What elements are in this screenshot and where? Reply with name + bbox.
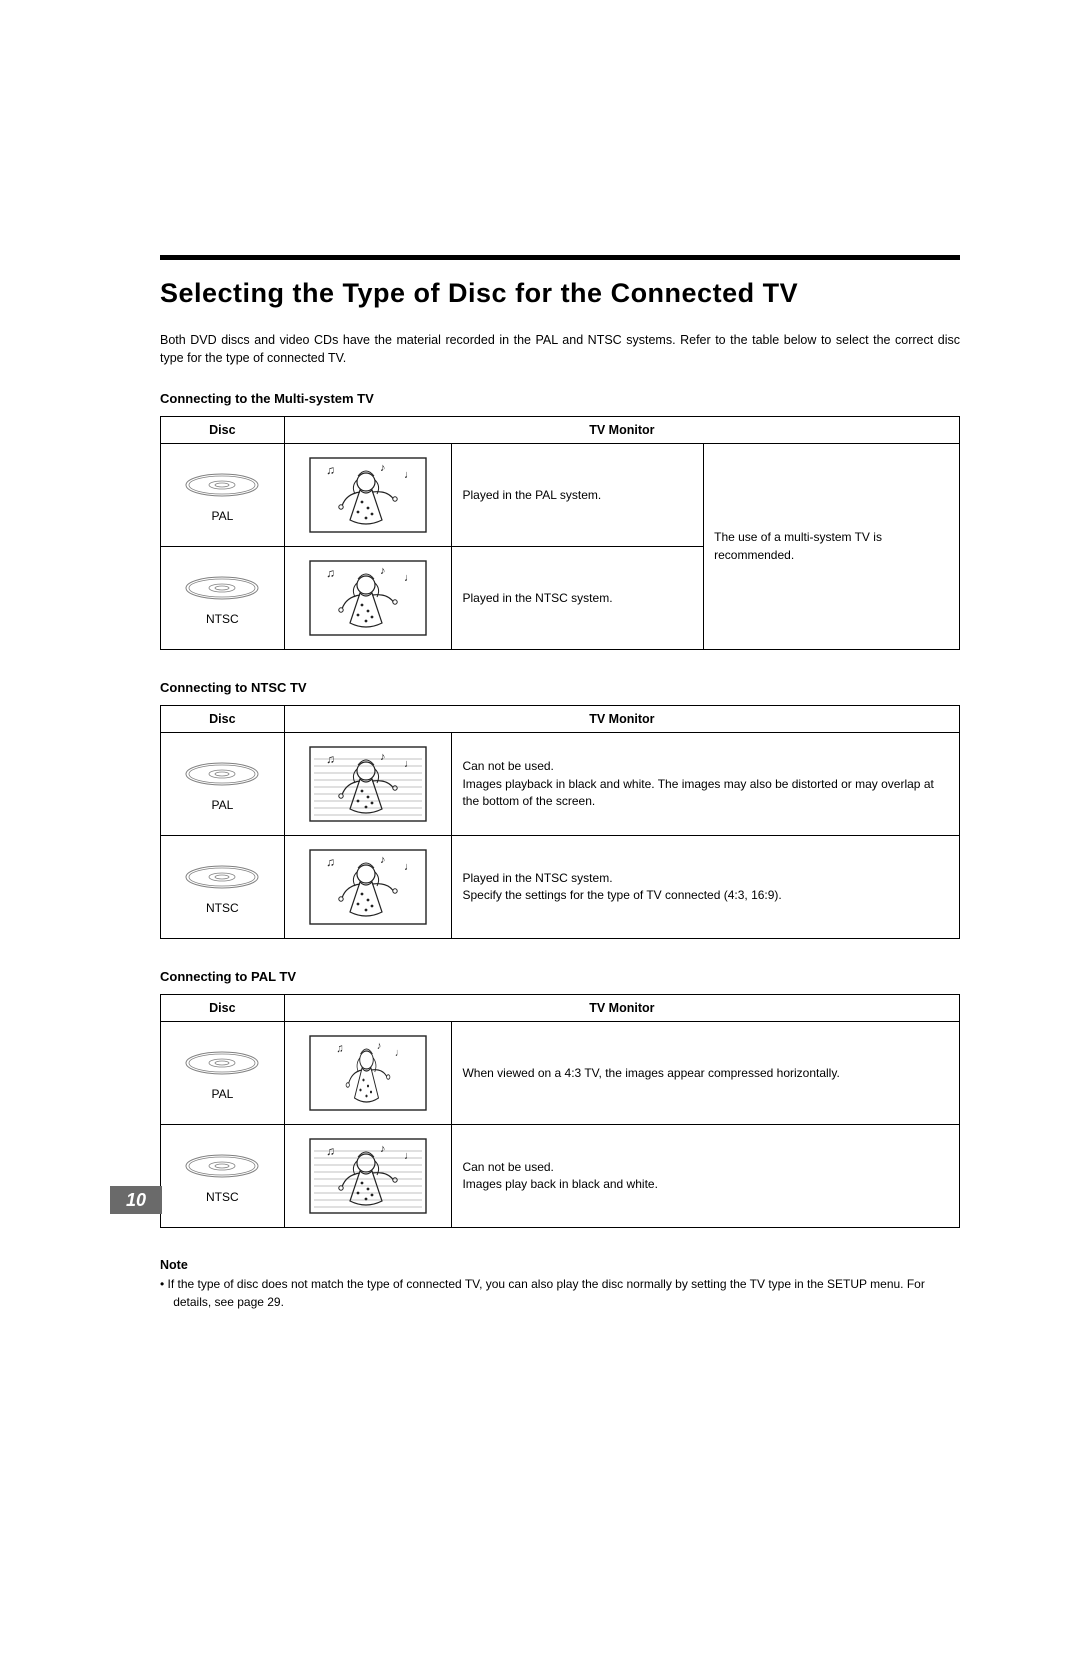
disc-label: NTSC bbox=[171, 900, 274, 917]
col-header-tv-monitor: TV Monitor bbox=[284, 417, 959, 444]
disc-icon bbox=[183, 1048, 261, 1078]
description-cell: Can not be used. Images play back in bla… bbox=[452, 1125, 960, 1228]
illustration-cell: ♫ ♪ ♩ bbox=[284, 547, 452, 650]
svg-text:♪: ♪ bbox=[380, 565, 386, 577]
svg-text:♩: ♩ bbox=[404, 572, 415, 584]
svg-text:♫: ♫ bbox=[326, 463, 335, 477]
disc-icon bbox=[183, 759, 261, 789]
section-heading: Connecting to the Multi-system TV bbox=[160, 391, 960, 406]
svg-text:♩: ♩ bbox=[404, 469, 415, 481]
disc-icon bbox=[183, 470, 261, 500]
tv-illustration-icon: ♫ ♪ ♩ bbox=[308, 1034, 428, 1112]
disc-label: PAL bbox=[171, 1086, 274, 1103]
section-heading: Connecting to PAL TV bbox=[160, 969, 960, 984]
recommendation-cell: The use of a multi-system TV is recommen… bbox=[704, 444, 960, 650]
illustration-cell: ♫ ♪ ♩ bbox=[284, 733, 452, 836]
tv-illustration-icon: ♫ ♪ ♩ bbox=[308, 745, 428, 823]
description-cell: Played in the NTSC system. bbox=[452, 547, 704, 650]
table-row: PAL ♫ ♪ ♩ Played in the PAL syste bbox=[161, 444, 960, 547]
tv-illustration-icon: ♫ ♪ ♩ bbox=[308, 456, 428, 534]
disc-cell: NTSC bbox=[161, 1125, 285, 1228]
note-text: • If the type of disc does not match the… bbox=[160, 1276, 960, 1311]
col-header-disc: Disc bbox=[161, 706, 285, 733]
illustration-cell: ♫ ♪ ♩ bbox=[284, 1022, 452, 1125]
disc-icon bbox=[183, 1151, 261, 1181]
disc-icon bbox=[183, 573, 261, 603]
svg-text:♪: ♪ bbox=[380, 751, 386, 763]
svg-text:♩: ♩ bbox=[404, 758, 415, 770]
disc-label: PAL bbox=[171, 797, 274, 814]
description-cell: Played in the PAL system. bbox=[452, 444, 704, 547]
col-header-disc: Disc bbox=[161, 417, 285, 444]
disc-label: NTSC bbox=[171, 1189, 274, 1206]
tv-illustration-icon: ♫ ♪ ♩ bbox=[308, 559, 428, 637]
svg-text:♩: ♩ bbox=[404, 861, 415, 873]
compatibility-table: DiscTV Monitor PAL ♫ ♪ ♩ bbox=[160, 994, 960, 1228]
table-row: NTSC ♫ ♪ ♩ Played in the NTSC sys bbox=[161, 836, 960, 939]
page-number-tab: 10 bbox=[110, 1186, 162, 1214]
section-heading: Connecting to NTSC TV bbox=[160, 680, 960, 695]
compatibility-table: DiscTV Monitor PAL ♫ ♪ ♩ bbox=[160, 416, 960, 650]
svg-text:♪: ♪ bbox=[380, 1143, 386, 1155]
page-title: Selecting the Type of Disc for the Conne… bbox=[160, 278, 960, 309]
description-cell: Played in the NTSC system. Specify the s… bbox=[452, 836, 960, 939]
col-header-tv-monitor: TV Monitor bbox=[284, 995, 959, 1022]
description-cell: Can not be used. Images playback in blac… bbox=[452, 733, 960, 836]
svg-text:♪: ♪ bbox=[380, 462, 386, 474]
disc-cell: PAL bbox=[161, 1022, 285, 1125]
note-label: Note bbox=[160, 1258, 960, 1272]
svg-text:♫: ♫ bbox=[337, 1042, 344, 1056]
disc-label: NTSC bbox=[171, 611, 274, 628]
illustration-cell: ♫ ♪ ♩ bbox=[284, 1125, 452, 1228]
intro-text: Both DVD discs and video CDs have the ma… bbox=[160, 331, 960, 367]
description-cell: When viewed on a 4:3 TV, the images appe… bbox=[452, 1022, 960, 1125]
svg-text:♪: ♪ bbox=[377, 1040, 381, 1052]
col-header-tv-monitor: TV Monitor bbox=[284, 706, 959, 733]
manual-page: Selecting the Type of Disc for the Conne… bbox=[0, 0, 1080, 1669]
tv-illustration-icon: ♫ ♪ ♩ bbox=[308, 1137, 428, 1215]
col-header-disc: Disc bbox=[161, 995, 285, 1022]
svg-text:♩: ♩ bbox=[395, 1047, 403, 1059]
svg-text:♩: ♩ bbox=[404, 1150, 415, 1162]
svg-text:♪: ♪ bbox=[380, 854, 386, 866]
illustration-cell: ♫ ♪ ♩ bbox=[284, 836, 452, 939]
disc-cell: PAL bbox=[161, 444, 285, 547]
table-row: PAL ♫ ♪ ♩ When viewed on a 4:3 TV bbox=[161, 1022, 960, 1125]
disc-cell: PAL bbox=[161, 733, 285, 836]
svg-text:♫: ♫ bbox=[326, 566, 335, 580]
disc-cell: NTSC bbox=[161, 547, 285, 650]
sections-container: Connecting to the Multi-system TVDiscTV … bbox=[160, 391, 960, 1228]
illustration-cell: ♫ ♪ ♩ bbox=[284, 444, 452, 547]
disc-cell: NTSC bbox=[161, 836, 285, 939]
disc-label: PAL bbox=[171, 508, 274, 525]
top-rule bbox=[160, 255, 960, 260]
compatibility-table: DiscTV Monitor PAL ♫ ♪ ♩ bbox=[160, 705, 960, 939]
disc-icon bbox=[183, 862, 261, 892]
table-row: PAL ♫ ♪ ♩ Can not be used. Images bbox=[161, 733, 960, 836]
table-row: NTSC ♫ ♪ ♩ Can not be used. Image bbox=[161, 1125, 960, 1228]
svg-text:♫: ♫ bbox=[326, 855, 335, 869]
tv-illustration-icon: ♫ ♪ ♩ bbox=[308, 848, 428, 926]
